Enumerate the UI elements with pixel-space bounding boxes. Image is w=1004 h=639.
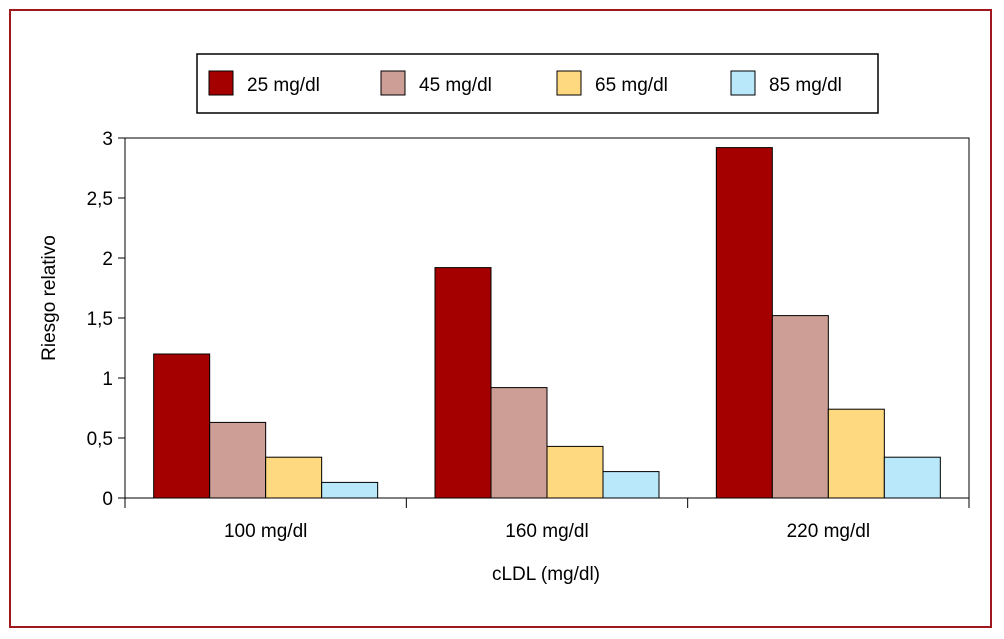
bar-25-mg-dl-160-mg-dl	[434, 267, 492, 499]
legend-swatch	[380, 70, 406, 96]
bar-85-mg-dl-100-mg-dl	[321, 481, 379, 499]
legend-label: 25 mg/dl	[247, 75, 320, 96]
y-tick-label: 1,5	[87, 309, 113, 330]
legend-label: 85 mg/dl	[769, 75, 842, 96]
x-tick-label: 100 mg/dl	[224, 521, 307, 542]
bar-65-mg-dl-220-mg-dl	[827, 408, 885, 499]
y-tick-label: 3	[102, 129, 113, 150]
legend-item: 85 mg/dl	[730, 70, 842, 96]
y-axis-title: Riesgo relativo	[39, 235, 60, 361]
x-axis-title: cLDL (mg/dl)	[492, 564, 600, 585]
x-tick-label: 220 mg/dl	[787, 521, 870, 542]
bar-45-mg-dl-160-mg-dl	[490, 387, 548, 499]
legend-item: 45 mg/dl	[380, 70, 492, 96]
bar-25-mg-dl-220-mg-dl	[715, 147, 773, 499]
y-tick-label: 1	[102, 369, 113, 390]
legend-label: 65 mg/dl	[595, 75, 668, 96]
bar-85-mg-dl-220-mg-dl	[883, 456, 941, 499]
bar-45-mg-dl-220-mg-dl	[771, 315, 829, 499]
bar-25-mg-dl-100-mg-dl	[153, 353, 211, 499]
legend-swatch	[730, 70, 756, 96]
bar-85-mg-dl-160-mg-dl	[602, 471, 660, 499]
legend-label: 45 mg/dl	[419, 75, 492, 96]
y-tick-label: 0,5	[87, 429, 113, 450]
bar-45-mg-dl-100-mg-dl	[209, 421, 267, 499]
legend-swatch	[208, 70, 234, 96]
x-tick-label: 160 mg/dl	[505, 521, 588, 542]
legend: 25 mg/dl 45 mg/dl 65 mg/dl 85 mg/dl	[196, 53, 879, 114]
y-tick-label: 2,5	[87, 189, 113, 210]
bar-65-mg-dl-100-mg-dl	[265, 456, 323, 499]
legend-box	[196, 53, 879, 114]
x-axis: 100 mg/dl 160 mg/dl 220 mg/dl	[124, 498, 970, 542]
legend-swatch	[556, 70, 582, 96]
y-tick-label: 2	[102, 249, 113, 270]
legend-item: 25 mg/dl	[208, 70, 320, 96]
bars-group	[153, 147, 941, 499]
y-axis: 0 0,5 1 1,5 2 2,5 3	[87, 129, 125, 510]
legend-item: 65 mg/dl	[556, 70, 668, 96]
bar-65-mg-dl-160-mg-dl	[546, 445, 604, 499]
y-tick-label: 0	[102, 489, 113, 510]
